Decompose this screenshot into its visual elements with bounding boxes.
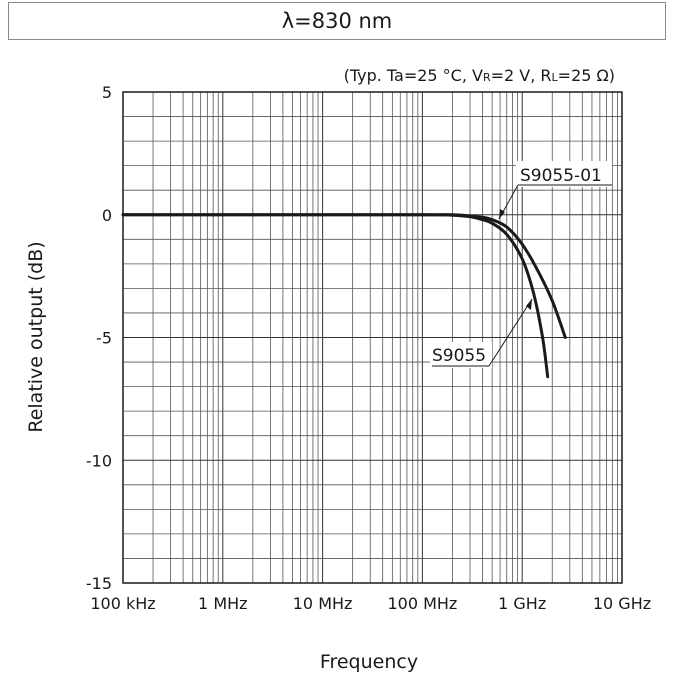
tick-labels: 100 kHz 1 MHz 10 MHz 100 MHz 1 GHz 10 GHz 5 0 -5…: [86, 83, 651, 613]
x-axis-label: Frequency: [320, 651, 418, 673]
y-tick-label: -10: [86, 451, 112, 470]
plot-frame: [122, 91, 623, 584]
test-conditions: (Typ. Ta=25 °C, VR=2 V, RL=25 Ω): [344, 66, 615, 85]
series-label-s9055: S9055: [430, 298, 533, 368]
x-tick-label: 10 GHz: [593, 594, 651, 613]
y-tick-label: -5: [96, 329, 112, 348]
y-tick-label: -15: [86, 574, 112, 593]
series-label-s9055-01: S9055-01: [498, 161, 612, 220]
x-tick-label: 100 kHz: [90, 594, 155, 613]
y-axis-label: Relative output (dB): [25, 241, 47, 432]
grid-lines: [123, 92, 622, 583]
series-label-s9055-01-text: S9055-01: [520, 166, 602, 186]
x-tick-label: 100 MHz: [387, 594, 457, 613]
x-tick-label: 1 GHz: [498, 594, 546, 613]
series-line-s9055: [121, 213, 550, 379]
chart-title: λ=830 nm: [8, 2, 666, 40]
series-line-s9055-01: [121, 213, 567, 339]
x-tick-label: 10 MHz: [293, 594, 353, 613]
y-tick-label: 0: [102, 206, 112, 225]
x-tick-label: 1 MHz: [198, 594, 248, 613]
y-tick-label: 5: [102, 83, 112, 102]
series-lines: [121, 213, 567, 379]
series-label-s9055-text: S9055: [432, 346, 486, 366]
